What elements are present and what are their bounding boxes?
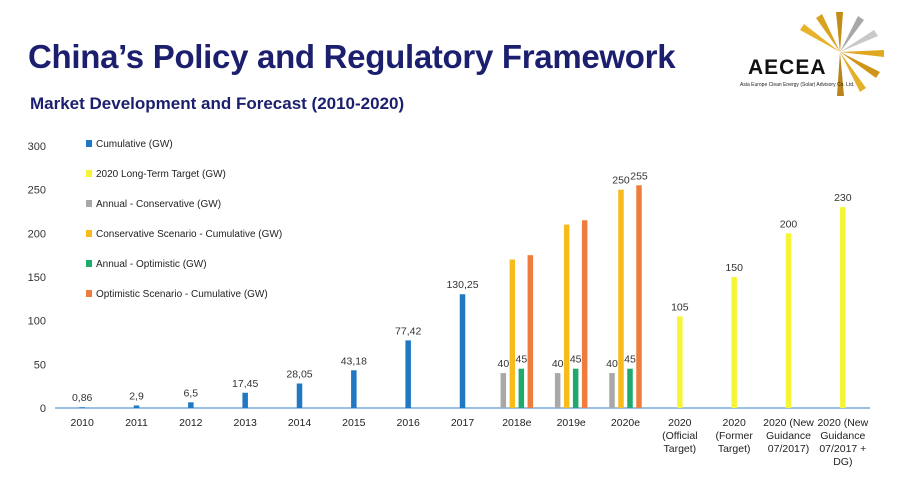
data-label: 17,45 (232, 378, 258, 390)
bar-0-2 (188, 402, 194, 408)
x-tick-label: 2020 (New (817, 417, 868, 429)
x-tick-label: 2020 (668, 417, 692, 429)
data-label: 40 (552, 358, 564, 370)
bar-0-6 (405, 340, 411, 408)
data-label: 200 (780, 218, 798, 230)
y-tick-label: 200 (28, 228, 46, 240)
legend-swatch (86, 170, 92, 177)
data-label: 45 (570, 354, 582, 366)
data-label: 6,5 (184, 387, 199, 399)
x-tick-label: 07/2017 + (819, 443, 866, 455)
x-tick-label: 2013 (233, 417, 257, 429)
x-tick-label: 2020e (611, 417, 640, 429)
data-label: 45 (515, 354, 527, 366)
sunburst-logo-icon (800, 12, 884, 96)
legend-swatch (86, 200, 92, 207)
y-tick-label: 100 (28, 316, 46, 328)
bar-5-10 (636, 185, 642, 408)
legend-label: Optimistic Scenario - Cumulative (GW) (96, 289, 268, 300)
legend-label: 2020 Long-Term Target (GW) (96, 169, 226, 180)
data-label: 130,25 (446, 279, 478, 291)
bar-0-7 (459, 294, 466, 408)
x-tick-label: 2017 (451, 417, 475, 429)
data-label: 255 (630, 170, 648, 182)
x-tick-label: 2018e (502, 417, 531, 429)
data-label: 230 (834, 192, 852, 204)
bar-3-9 (563, 224, 570, 408)
data-label: 0,86 (72, 392, 93, 404)
bar-0-5 (351, 370, 357, 408)
legend-label: Cumulative (GW) (96, 139, 173, 150)
x-tick-label: 2012 (179, 417, 203, 429)
logo-name: AECEA (748, 56, 827, 79)
data-label: 43,18 (341, 355, 367, 367)
x-tick-label: Target) (663, 443, 696, 455)
bar-2-10 (609, 373, 615, 408)
x-tick-label: (Former (715, 430, 753, 442)
page-subtitle: Market Development and Forecast (2010-20… (30, 94, 405, 113)
aecea-logo: AECEA Asia Europe Clean Energy (Solar) A… (740, 10, 895, 102)
bar-0-4 (296, 383, 303, 408)
bar-5-9 (581, 220, 588, 408)
legend-swatch (86, 290, 92, 297)
bar-1-11 (677, 316, 683, 408)
bar-1-14 (840, 207, 846, 408)
y-tick-label: 50 (34, 359, 46, 371)
x-tick-label: 2020 (New (763, 417, 814, 429)
y-tick-label: 0 (40, 403, 46, 415)
data-label: 40 (497, 358, 509, 370)
bar-0-0 (79, 407, 85, 409)
legend-swatch (86, 230, 92, 237)
x-tick-label: 07/2017) (768, 443, 809, 455)
legend-swatch (86, 260, 92, 267)
data-label: 150 (725, 262, 743, 274)
x-tick-label: 2011 (125, 417, 148, 429)
x-tick-label: 2010 (70, 417, 94, 429)
bar-0-3 (242, 392, 248, 408)
legend-swatch (86, 140, 92, 147)
data-label: 77,42 (395, 325, 421, 337)
page-title: China’s Policy and Regulatory Framework (28, 38, 676, 75)
x-tick-label: 2019e (557, 417, 586, 429)
data-label: 45 (624, 354, 636, 366)
legend-label: Annual - Conservative (GW) (96, 199, 221, 210)
y-tick-label: 300 (28, 141, 46, 153)
logo-tagline: Asia Europe Clean Energy (Solar) Advisor… (740, 82, 855, 88)
bar-4-8 (518, 368, 525, 408)
x-tick-label: Guidance (820, 430, 865, 442)
bar-5-8 (527, 255, 534, 408)
data-label: 40 (606, 358, 618, 370)
x-tick-label: (Official (662, 430, 697, 442)
x-tick-label: 2016 (396, 417, 420, 429)
bar-3-8 (509, 259, 516, 408)
x-tick-label: Guidance (766, 430, 811, 442)
x-tick-label: 2014 (288, 417, 312, 429)
x-tick-label: DG) (833, 456, 852, 468)
data-label: 105 (671, 301, 689, 313)
bar-0-1 (133, 405, 140, 408)
data-label: 250 (612, 175, 630, 187)
bar-1-12 (731, 277, 737, 408)
bar-2-8 (500, 373, 507, 408)
legend-label: Conservative Scenario - Cumulative (GW) (96, 229, 282, 240)
bar-4-10 (627, 368, 633, 408)
data-label: 2,9 (129, 390, 144, 402)
forecast-chart: 0 50 100 150 200 250 300 2010 2011 2012 2013 2014 20… (28, 139, 870, 468)
x-tick-label: Target) (718, 443, 751, 455)
data-label: 28,05 (286, 369, 312, 381)
bar-1-13 (785, 233, 792, 408)
x-tick-label: 2015 (342, 417, 366, 429)
legend-label: Annual - Optimistic (GW) (96, 259, 207, 270)
bar-3-10 (618, 189, 624, 408)
bar-2-9 (554, 373, 561, 408)
y-tick-label: 250 (28, 185, 46, 197)
y-tick-label: 150 (28, 272, 46, 284)
x-tick-label: 2020 (722, 417, 746, 429)
bar-4-9 (572, 368, 579, 408)
